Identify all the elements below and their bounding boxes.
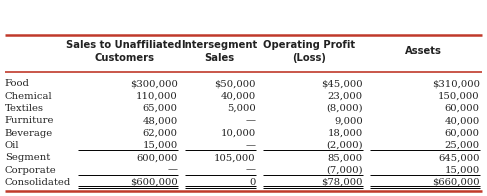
Text: 9,000: 9,000 xyxy=(334,116,363,125)
Text: —: — xyxy=(245,116,256,125)
Text: 0: 0 xyxy=(249,178,256,187)
Text: 25,000: 25,000 xyxy=(445,141,480,150)
Text: (2,000): (2,000) xyxy=(326,141,363,150)
Text: Beverage: Beverage xyxy=(5,129,53,138)
Text: —: — xyxy=(245,166,256,175)
Text: Intersegment
Sales: Intersegment Sales xyxy=(181,40,257,63)
Text: —: — xyxy=(168,166,178,175)
Text: Consolidated: Consolidated xyxy=(5,178,71,187)
Text: $50,000: $50,000 xyxy=(214,79,256,88)
Text: 150,000: 150,000 xyxy=(438,92,480,101)
Text: 40,000: 40,000 xyxy=(221,92,256,101)
Text: $45,000: $45,000 xyxy=(321,79,363,88)
Text: 15,000: 15,000 xyxy=(143,141,178,150)
Text: Operating Profit
(Loss): Operating Profit (Loss) xyxy=(263,40,356,63)
Text: 645,000: 645,000 xyxy=(438,153,480,162)
Text: 60,000: 60,000 xyxy=(445,129,480,138)
Text: $310,000: $310,000 xyxy=(431,79,480,88)
Text: $300,000: $300,000 xyxy=(130,79,178,88)
Text: Assets: Assets xyxy=(405,46,442,56)
Text: $78,000: $78,000 xyxy=(321,178,363,187)
Text: 60,000: 60,000 xyxy=(445,104,480,113)
Text: 110,000: 110,000 xyxy=(136,92,178,101)
Text: (7,000): (7,000) xyxy=(326,166,363,175)
Text: 85,000: 85,000 xyxy=(328,153,363,162)
Text: (8,000): (8,000) xyxy=(326,104,363,113)
Text: 23,000: 23,000 xyxy=(328,92,363,101)
Text: 18,000: 18,000 xyxy=(328,129,363,138)
Text: 65,000: 65,000 xyxy=(143,104,178,113)
Text: Oil: Oil xyxy=(5,141,19,150)
Text: —: — xyxy=(245,141,256,150)
Text: Sales to Unaffiliated
Customers: Sales to Unaffiliated Customers xyxy=(66,40,182,63)
Text: Chemical: Chemical xyxy=(5,92,53,101)
Text: 40,000: 40,000 xyxy=(445,116,480,125)
Text: 600,000: 600,000 xyxy=(136,153,178,162)
Text: Segment: Segment xyxy=(5,153,50,162)
Text: 48,000: 48,000 xyxy=(143,116,178,125)
Text: 62,000: 62,000 xyxy=(143,129,178,138)
Text: Food: Food xyxy=(5,79,30,88)
Text: 5,000: 5,000 xyxy=(227,104,256,113)
Text: Textiles: Textiles xyxy=(5,104,44,113)
Text: 105,000: 105,000 xyxy=(214,153,256,162)
Text: Furniture: Furniture xyxy=(5,116,55,125)
Text: 10,000: 10,000 xyxy=(221,129,256,138)
Text: 15,000: 15,000 xyxy=(445,166,480,175)
Text: $600,000: $600,000 xyxy=(130,178,178,187)
Text: $660,000: $660,000 xyxy=(432,178,480,187)
Text: Corporate: Corporate xyxy=(5,166,56,175)
